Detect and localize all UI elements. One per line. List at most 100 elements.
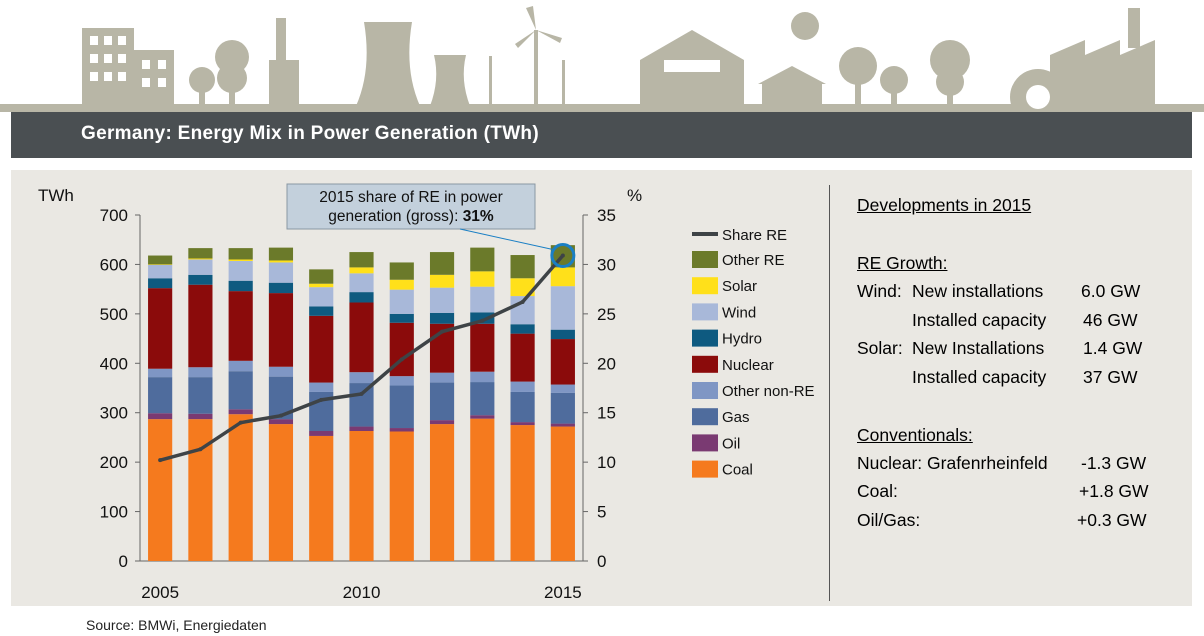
re-row-item: New Installations <box>912 338 1045 358</box>
bar-segment <box>188 367 213 378</box>
bar-segment <box>510 255 535 279</box>
legend-swatch <box>692 251 718 268</box>
re-row-value: 6.0 GW <box>1081 281 1141 301</box>
bar-segment <box>389 385 414 429</box>
share-re-point <box>560 253 565 258</box>
bar-segment <box>510 278 535 297</box>
bar-segment <box>268 366 294 377</box>
legend-swatch <box>692 408 718 426</box>
y2-tick-label: 35 <box>597 206 616 225</box>
y-tick-label: 0 <box>119 552 128 571</box>
y-tick-label: 200 <box>100 453 128 472</box>
re-row-item: Installed capacity <box>912 310 1047 330</box>
annotation-prefix: generation (gross): <box>328 208 462 225</box>
bar-segment <box>349 252 374 268</box>
legend-label: Share RE <box>722 227 787 244</box>
bar-segment <box>470 415 495 419</box>
bar-segment <box>228 280 253 292</box>
y2-tick-label: 30 <box>597 255 616 274</box>
bar-segment <box>309 435 334 561</box>
share-re-point <box>198 447 203 452</box>
y2-tick-label: 5 <box>597 503 606 522</box>
bar-segment <box>429 424 455 561</box>
bar-segment <box>188 284 213 368</box>
bar-segment <box>470 312 495 324</box>
bar-segment <box>470 286 495 313</box>
bar-segment <box>268 419 294 425</box>
re-row-value: 46 GW <box>1083 310 1138 330</box>
bar-segment <box>188 377 213 414</box>
bar-segment <box>228 371 253 410</box>
bar-segment <box>550 384 575 393</box>
bar-segment <box>268 262 294 283</box>
bar-segment <box>268 293 294 367</box>
bar-segment <box>510 381 535 392</box>
bar-segment <box>389 431 414 561</box>
bar-segment <box>148 278 173 289</box>
bar-segment <box>349 292 374 303</box>
conv-row-label: Nuclear: Grafenrheinfeld <box>857 453 1048 473</box>
bar-segment <box>188 274 213 285</box>
bar-segment <box>148 368 173 378</box>
bar-segment <box>268 424 294 561</box>
bar-segment <box>188 413 213 420</box>
bar-segment <box>510 422 535 426</box>
re-row-item: Installed capacity <box>912 367 1047 387</box>
legend-label: Coal <box>722 462 753 479</box>
bar-segment <box>429 287 455 313</box>
bar-segment <box>268 247 294 261</box>
bar-segment <box>550 426 575 561</box>
bar-segment <box>510 324 535 334</box>
conventionals-title: Conventionals: <box>857 425 973 445</box>
legend-swatch <box>692 303 718 321</box>
bar-segment <box>228 260 253 281</box>
bar-segment <box>550 423 575 427</box>
y2-tick-label: 20 <box>597 354 616 373</box>
y2-tick-label: 0 <box>597 552 606 571</box>
legend-label: Gas <box>722 409 750 426</box>
bar-segment <box>429 382 455 421</box>
highlight-circle <box>550 243 576 269</box>
annotation-line1: 2015 share of RE in power <box>319 189 503 206</box>
conv-row-value: +1.8 GW <box>1079 481 1149 501</box>
legend-label: Other non-RE <box>722 383 815 400</box>
y-axis-title: TWh <box>38 186 74 205</box>
bar-segment <box>550 286 575 330</box>
re-row-label: Solar: <box>857 338 903 358</box>
bar-segment <box>309 283 334 288</box>
re-row-label: Wind: <box>857 281 902 301</box>
legend-swatch <box>692 460 718 478</box>
re-row-item: New installations <box>912 281 1044 301</box>
x-tick-label: 2005 <box>141 583 179 602</box>
y-tick-label: 600 <box>100 255 128 274</box>
title-bar: Germany: Energy Mix in Power Generation … <box>11 112 1192 158</box>
bar-segment <box>228 414 253 561</box>
share-re-point <box>440 329 445 334</box>
bar-segment <box>470 382 495 416</box>
bar-segment <box>349 372 374 384</box>
y2-tick-label: 10 <box>597 453 616 472</box>
bar-segment <box>148 288 173 369</box>
bar-segment <box>349 431 374 561</box>
bar-segment <box>349 267 374 274</box>
bar-segment <box>510 425 535 561</box>
bar-segment <box>188 419 213 561</box>
bar-segment <box>148 264 173 279</box>
share-re-point <box>359 391 364 396</box>
source-note: Source: BMWi, Energiedaten <box>86 617 267 633</box>
bar-segment <box>349 273 374 293</box>
share-re-point <box>399 357 404 362</box>
bar-segment <box>228 259 253 261</box>
energy-mix-chart: 0 100 200 300 400 500 600 700 0 5 10 15 20 25 30 35 TWh%… <box>38 183 815 602</box>
conv-row-label: Oil/Gas: <box>857 510 921 530</box>
bar-segment <box>550 339 575 385</box>
y-tick-label: 300 <box>100 404 128 423</box>
re-growth-title: RE Growth: <box>857 253 948 273</box>
legend-swatch <box>692 382 718 399</box>
y-tick-label: 700 <box>100 206 128 225</box>
bar-segment <box>550 392 575 424</box>
legend-swatch <box>692 355 718 373</box>
y-tick-label: 100 <box>100 503 128 522</box>
x-tick-label: 2015 <box>544 583 582 602</box>
bar-segment <box>389 313 414 323</box>
